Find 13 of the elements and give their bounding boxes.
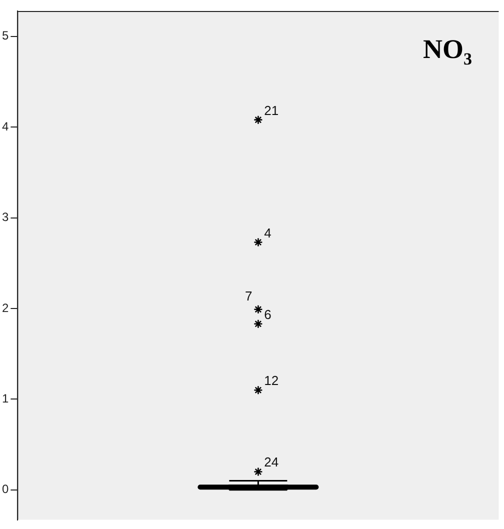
y-tick-label: 0 bbox=[2, 482, 9, 496]
annotation: 12 bbox=[264, 373, 279, 388]
text: NO$_{3}$ bbox=[423, 34, 472, 70]
y-tick-label: 3 bbox=[2, 210, 9, 224]
annotation: 7 bbox=[244, 288, 252, 304]
y-tick-label: 1 bbox=[2, 391, 9, 406]
y-tick-label: 5 bbox=[2, 28, 9, 43]
y-tick-label: 2 bbox=[2, 300, 9, 315]
annotation: 24 bbox=[264, 454, 279, 470]
annotation: 6 bbox=[264, 306, 272, 322]
annotation: 21 bbox=[264, 102, 279, 118]
annotation: 4 bbox=[264, 225, 272, 240]
y-tick-label: 4 bbox=[2, 119, 9, 134]
